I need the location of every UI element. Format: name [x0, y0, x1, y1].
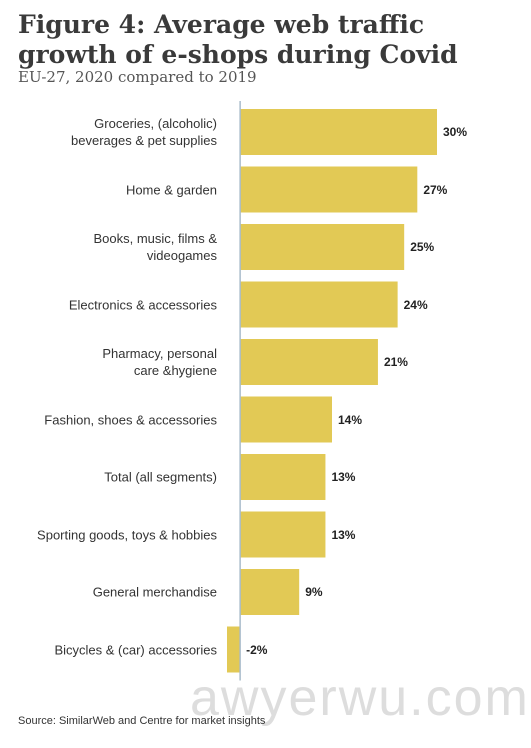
category-label: Fashion, shoes & accessories — [44, 412, 217, 427]
bar — [240, 454, 326, 500]
value-label: 21% — [383, 355, 408, 369]
value-label: -2% — [246, 642, 268, 657]
category-label: Sporting goods, toys & hobbies — [37, 527, 217, 542]
value-label: 13% — [331, 470, 356, 484]
category-label: Books, music, films & videogames — [93, 231, 217, 263]
value-label: 13% — [331, 527, 356, 542]
category-label: Total (all segments) — [104, 469, 217, 485]
value-label: 24% — [403, 297, 428, 312]
value-label: 30% — [443, 125, 468, 139]
bar — [240, 511, 326, 558]
bar — [240, 224, 405, 270]
bar — [240, 396, 332, 443]
bar — [240, 569, 300, 615]
bar — [240, 339, 378, 385]
category-label: Groceries, (alcoholic) beverages & pet s… — [71, 116, 217, 148]
bar — [227, 626, 241, 673]
category-label: Bicycles & (car) accessories — [54, 642, 217, 657]
watermark: awyerwu.com — [190, 669, 530, 727]
value-label: 27% — [423, 182, 448, 197]
category-label: General merchandise — [92, 584, 217, 600]
category-label: Electronics & accessories — [68, 297, 217, 312]
value-label: 14% — [338, 412, 363, 427]
category-label: Pharmacy, personal care &hygiene — [102, 346, 217, 378]
value-label: 9% — [305, 585, 323, 599]
chart-title: Figure 4: Average web traffic growth of … — [18, 10, 458, 69]
bar — [240, 166, 418, 213]
source-note: Source: SimilarWeb and Centre for market… — [18, 715, 266, 727]
bar — [240, 109, 437, 155]
chart-subtitle: EU-27, 2020 compared to 2019 — [18, 68, 257, 86]
category-label: Home & garden — [125, 182, 217, 197]
value-label: 25% — [410, 240, 435, 254]
bar — [240, 281, 398, 328]
